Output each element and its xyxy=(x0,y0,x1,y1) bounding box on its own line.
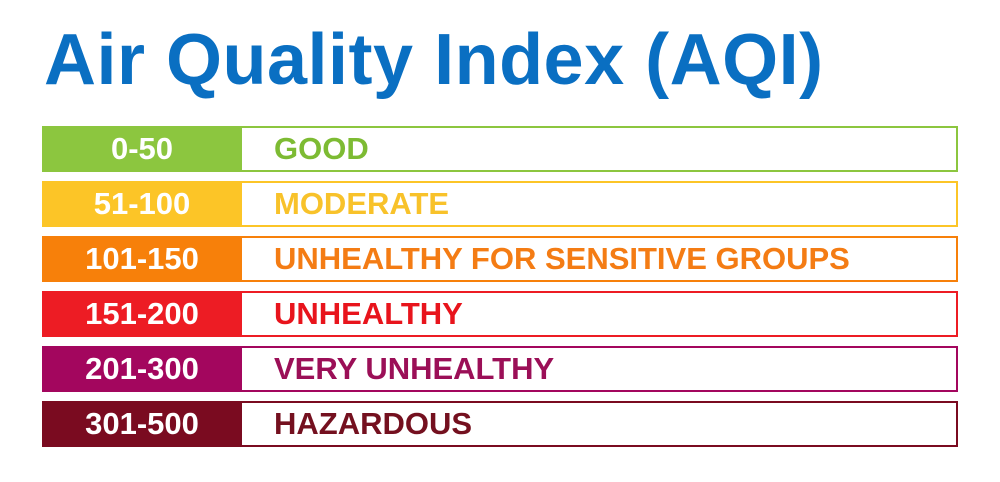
aqi-label-hazardous: HAZARDOUS xyxy=(274,406,473,441)
aqi-scale-table: 0-50 GOOD 51-100 MODERATE 101-150 UNHEAL… xyxy=(42,126,958,456)
aqi-row-good: 0-50 GOOD xyxy=(42,126,958,172)
aqi-range-moderate: 51-100 xyxy=(42,181,242,227)
aqi-range-unhealthy: 151-200 xyxy=(42,291,242,337)
aqi-label-very-unhealthy: VERY UNHEALTHY xyxy=(274,351,555,386)
aqi-row-unhealthy: 151-200 UNHEALTHY xyxy=(42,291,958,337)
aqi-row-very-unhealthy: 201-300 VERY UNHEALTHY xyxy=(42,346,958,392)
aqi-range-very-unhealthy: 201-300 xyxy=(42,346,242,392)
aqi-range-unhealthy-sensitive: 101-150 xyxy=(42,236,242,282)
aqi-range-good: 0-50 xyxy=(42,126,242,172)
aqi-row-moderate: 51-100 MODERATE xyxy=(42,181,958,227)
page-title: Air Quality Index (AQI) xyxy=(44,20,824,100)
aqi-range-hazardous: 301-500 xyxy=(42,401,242,447)
aqi-label-unhealthy: UNHEALTHY xyxy=(274,296,463,331)
aqi-row-hazardous: 301-500 HAZARDOUS xyxy=(42,401,958,447)
aqi-label-good: GOOD xyxy=(274,131,369,166)
aqi-label-unhealthy-sensitive: UNHEALTHY FOR SENSITIVE GROUPS xyxy=(274,241,850,276)
aqi-label-moderate: MODERATE xyxy=(274,186,450,221)
aqi-row-unhealthy-sensitive: 101-150 UNHEALTHY FOR SENSITIVE GROUPS xyxy=(42,236,958,282)
